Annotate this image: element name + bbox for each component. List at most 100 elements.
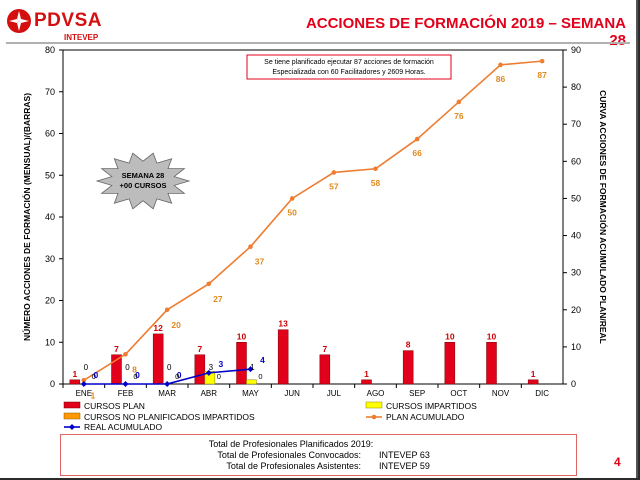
line-real-value-label: 3 <box>218 359 223 369</box>
point-real-acumulado <box>80 381 87 387</box>
legend-label-plan-line: PLAN ACUMULADO <box>386 412 465 422</box>
line-plan-value-label: 37 <box>255 257 265 267</box>
bar-cursos-plan <box>194 354 206 385</box>
point-plan-acumulado <box>456 99 462 105</box>
y-left-tick-label: 60 <box>45 129 55 139</box>
x-tick-label: MAR <box>158 389 176 398</box>
chart-lines <box>80 58 545 387</box>
pdvsa-logo: PDVSA INTEVEP <box>6 6 146 46</box>
bar-impartidos-value-label: 0 <box>125 363 130 372</box>
y-right-tick-label: 90 <box>571 45 581 55</box>
line-plan-value-label: 50 <box>287 207 297 217</box>
summary-asistentes-value: INTEVEP 59 <box>379 461 430 471</box>
bar-impartidos-value-label: 0 <box>84 363 89 372</box>
line-plan-value-label: 58 <box>371 178 381 188</box>
legend-swatch-no-plan-bars <box>63 412 81 420</box>
x-tick-label: JUL <box>327 389 342 398</box>
chart-annotations: Se tiene planificado ejecutar 87 accione… <box>95 54 452 210</box>
point-plan-acumulado <box>206 281 212 287</box>
bar-impartidos-value-label: 0 <box>167 363 172 372</box>
y-right-tick-label: 70 <box>571 119 581 129</box>
y-right-tick-label: 10 <box>571 342 581 352</box>
x-tick-label: SEP <box>409 389 425 398</box>
bar-plan-value-label: 12 <box>153 323 163 333</box>
bar-plan-value-label: 1 <box>531 369 536 379</box>
y-right-tick-label: 40 <box>571 231 581 241</box>
y-left-tick-label: 10 <box>45 337 55 347</box>
bar-plan-value-label: 7 <box>322 344 327 354</box>
legend-label-plan-bars: CURSOS PLAN <box>84 401 145 411</box>
x-tick-label: OCT <box>450 389 467 398</box>
point-plan-acumulado <box>539 58 545 64</box>
point-plan-acumulado <box>248 244 253 249</box>
bar-no-plan-value-label: 0 <box>258 372 262 381</box>
bar-plan-value-label: 8 <box>406 340 411 350</box>
y-left-axis-title: NÚMERO ACCIONES DE FORMACIÓN (MENSUAL)/(… <box>21 93 32 341</box>
bar-no-plan-value-label: 0 <box>175 372 179 381</box>
page-number: 4 <box>614 455 621 469</box>
x-tick-label: AGO <box>367 389 385 398</box>
bar-cursos-plan <box>69 379 81 385</box>
bar-plan-value-label: 13 <box>278 319 288 329</box>
line-plan-acumulado <box>83 60 543 381</box>
y-left-tick-label: 0 <box>50 379 55 389</box>
starburst-shape <box>95 152 191 210</box>
summary-convocados-value: INTEVEP 63 <box>379 450 430 460</box>
logo-subtext: INTEVEP <box>64 33 99 42</box>
page-title: ACCIONES DE FORMACIÓN 2019 – SEMANA 28 <box>305 15 626 49</box>
line-real-value-label: 0 <box>177 370 182 380</box>
line-plan-value-label: 86 <box>496 74 506 84</box>
legend-marker-real-line <box>69 424 75 430</box>
x-tick-label: ENE <box>76 389 92 398</box>
y-right-tick-label: 80 <box>571 82 581 92</box>
line-plan-value-label: 20 <box>171 320 181 330</box>
bar-plan-value-label: 10 <box>487 331 497 341</box>
y-right-tick-label: 50 <box>571 193 581 203</box>
y-left-tick-label: 20 <box>45 296 55 306</box>
summary-asistentes-label: Total de Profesionales Asistentes: <box>226 461 361 471</box>
bar-plan-value-label: 10 <box>445 331 455 341</box>
bar-cursos-plan <box>444 342 456 385</box>
line-plan-value-label: 1 <box>90 390 95 400</box>
bar-cursos-impartidos <box>246 379 257 385</box>
line-real-value-label: 4 <box>260 355 265 365</box>
point-real-acumulado <box>164 381 171 387</box>
line-plan-value-label: 87 <box>537 70 547 80</box>
legend-swatch-imparted-bars <box>365 401 383 409</box>
bar-cursos-plan <box>152 333 164 385</box>
bar-no-plan-value-label: 0 <box>217 372 221 381</box>
point-plan-acumulado <box>164 307 170 313</box>
annotation-box <box>246 54 452 80</box>
point-plan-acumulado <box>123 352 128 357</box>
y-left-tick-label: 50 <box>45 170 55 180</box>
summary-convocados-label: Total de Profesionales Convocados: <box>217 450 361 460</box>
x-tick-label: JUN <box>284 389 300 398</box>
y-left-tick-label: 30 <box>45 254 55 264</box>
point-real-acumulado <box>247 366 254 373</box>
point-plan-acumulado <box>498 62 503 68</box>
line-real-value-label: 0 <box>135 370 140 380</box>
line-plan-value-label: 76 <box>454 111 464 121</box>
legend-marker-plan-line <box>371 414 377 420</box>
point-plan-acumulado <box>289 196 295 201</box>
x-tick-label: DIC <box>535 389 549 398</box>
bar-cursos-plan <box>527 379 539 385</box>
line-real-value-label: 0 <box>93 370 98 380</box>
point-plan-acumulado <box>81 377 87 383</box>
header-divider <box>6 42 630 44</box>
line-plan-value-label: 8 <box>132 364 137 374</box>
summary-total-plan-label: Total de Profesionales Planificados 2019… <box>208 439 374 449</box>
bar-cursos-plan <box>319 354 331 385</box>
y-left-tick-label: 70 <box>45 87 55 97</box>
x-tick-label: ABR <box>201 389 218 398</box>
point-plan-acumulado <box>414 136 420 142</box>
x-tick-label: NOV <box>492 389 510 398</box>
point-plan-acumulado <box>373 166 378 172</box>
bar-plan-value-label: 10 <box>237 331 247 341</box>
annotation-line-1: Se tiene planificado ejecutar 87 accione… <box>264 59 434 66</box>
annotation-line-2: Especializada con 60 Facilitadores y 260… <box>272 69 425 76</box>
y-right-tick-label: 20 <box>571 305 581 315</box>
